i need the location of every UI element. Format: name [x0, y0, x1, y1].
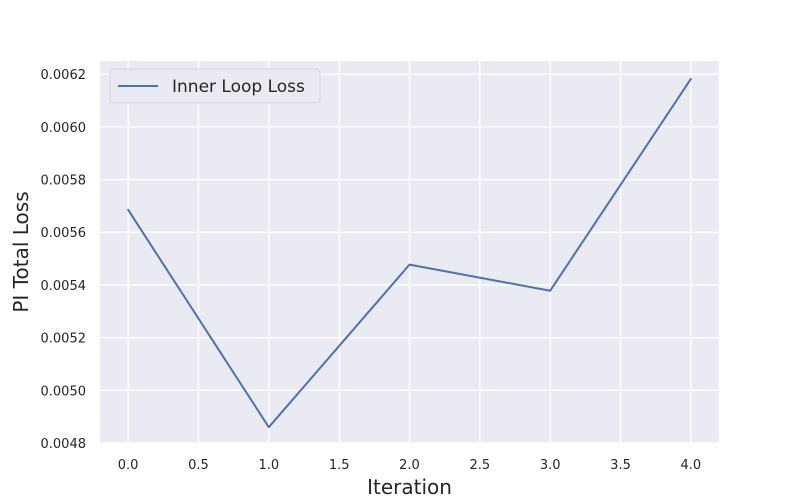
data-point-0-1 [268, 426, 270, 428]
y-tick-label-7: 0.0062 [41, 68, 87, 83]
x-tick-label-3: 1.5 [329, 458, 350, 473]
x-tick-label-6: 3.0 [540, 458, 561, 473]
y-tick-label-3: 0.0054 [41, 279, 87, 294]
legend-box [109, 68, 321, 104]
y-axis-label: PI Total Loss [9, 191, 33, 312]
x-tick-label-1: 0.5 [188, 458, 209, 473]
series-line-0 [127, 77, 692, 429]
data-point-0-2 [409, 264, 411, 266]
y-tick-labels: 0.0048 0.0050 0.0052 0.0054 0.0056 0.0058 0.00… [41, 68, 87, 452]
x-tick-label-4: 2.0 [399, 458, 420, 473]
y-tick-label-5: 0.0058 [41, 174, 87, 189]
data-point-0-0 [127, 209, 129, 211]
y-tick-label-1: 0.0050 [41, 384, 87, 399]
x-tick-label-7: 3.5 [610, 458, 631, 473]
x-tick-label-5: 2.5 [469, 458, 490, 473]
data-point-0-4 [690, 78, 692, 80]
grid-layer [100, 61, 719, 444]
y-tick-label-0: 0.0048 [41, 437, 87, 452]
data-point-0-3 [549, 290, 551, 292]
legend: Inner Loop Loss [109, 68, 321, 104]
x-tick-label-8: 4.0 [681, 458, 702, 473]
y-tick-label-2: 0.0052 [41, 332, 87, 347]
x-tick-labels: 0.0 0.5 1.0 1.5 2.0 2.5 3.0 3.5 4.0 [118, 458, 701, 473]
y-tick-label-6: 0.0060 [41, 121, 87, 136]
legend-label-inner-loop-loss: Inner Loop Loss [172, 77, 305, 97]
x-tick-label-0: 0.0 [118, 458, 139, 473]
x-tick-label-2: 1.0 [258, 458, 279, 473]
x-axis-label: Iteration [367, 475, 452, 499]
series-layer [127, 77, 692, 429]
y-tick-label-4: 0.0056 [41, 226, 87, 241]
